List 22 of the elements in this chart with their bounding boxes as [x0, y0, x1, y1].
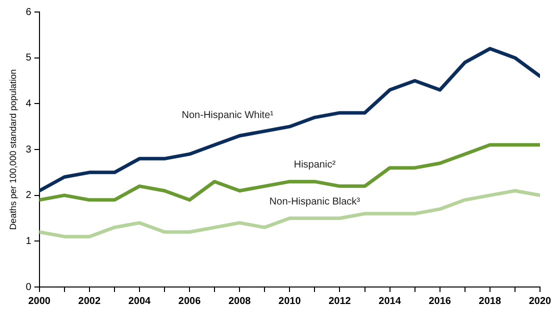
y-tick-label: 2 [26, 190, 32, 202]
x-tick-label: 2004 [128, 296, 152, 307]
y-tick-label: 3 [26, 144, 32, 156]
series-label: Hispanic² [294, 160, 336, 171]
x-tick-label: 2008 [228, 296, 252, 307]
series-label: Non-Hispanic White¹ [182, 110, 274, 121]
y-tick-label: 1 [26, 236, 32, 247]
y-tick-label: 5 [26, 52, 32, 64]
x-tick-label: 2006 [178, 296, 202, 307]
y-tick-label: 6 [26, 6, 32, 18]
x-tick-label: 2012 [328, 296, 352, 307]
x-tick-label: 2002 [78, 296, 101, 307]
x-tick-label: 2014 [378, 296, 402, 307]
x-tick-label: 2018 [478, 296, 502, 307]
y-tick-label: 0 [26, 282, 32, 293]
series-label: Non-Hispanic Black³ [269, 196, 361, 208]
x-tick-label: 2020 [528, 296, 552, 307]
x-tick-label: 2016 [428, 296, 452, 307]
x-tick-label: 2000 [28, 296, 51, 307]
y-axis-title: Deaths per 100,000 standard population [8, 69, 18, 230]
y-tick-label: 4 [26, 98, 32, 110]
x-tick-label: 2010 [278, 296, 302, 307]
